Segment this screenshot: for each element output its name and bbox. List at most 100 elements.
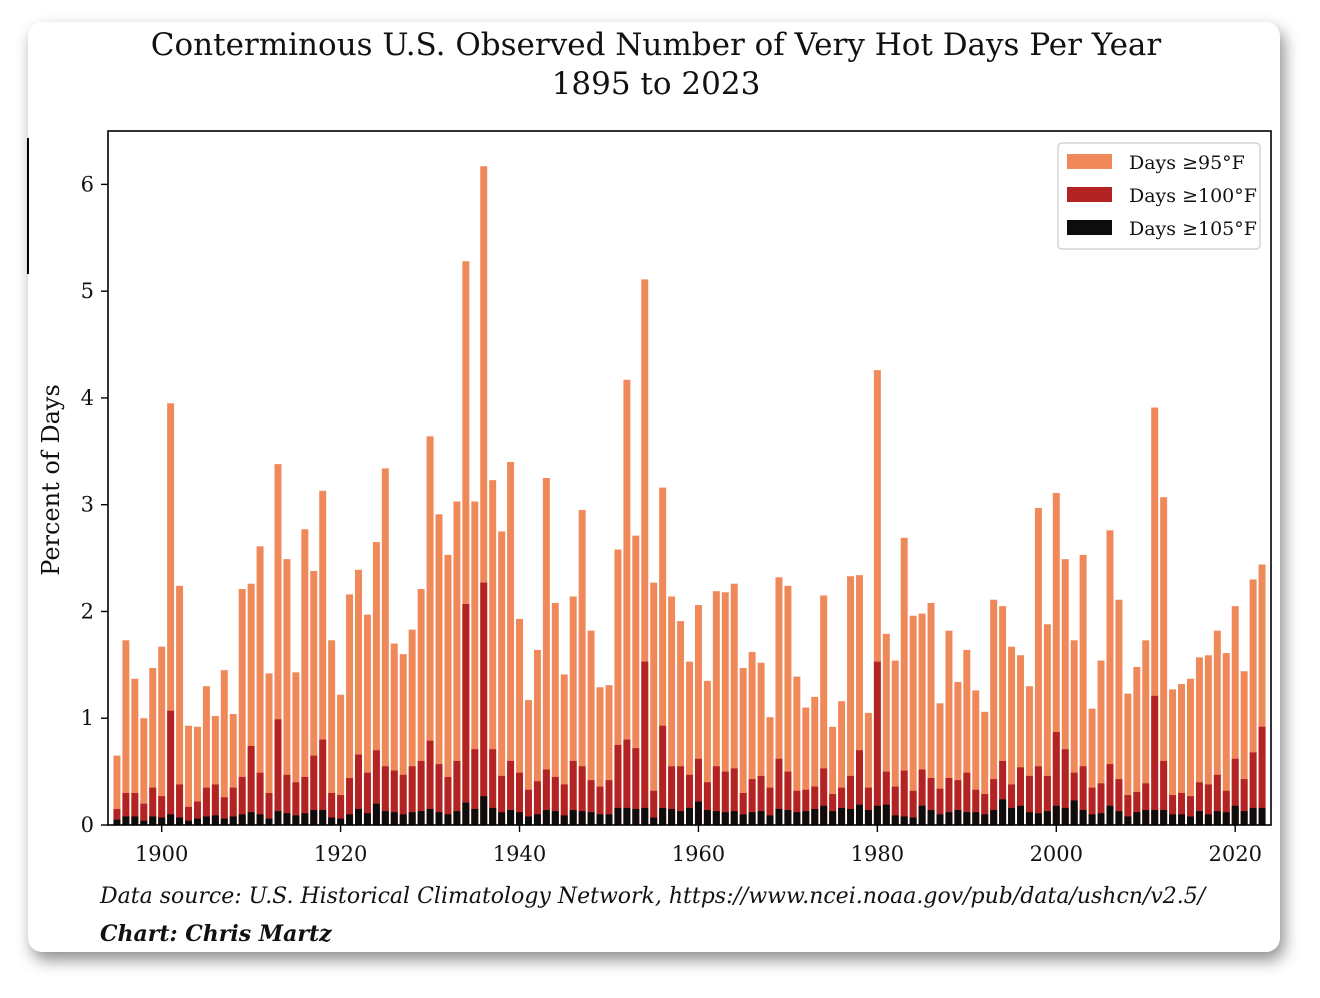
chart-credit: Chart: Chris Martz — [100, 921, 332, 947]
bar-100f-1909 — [238, 776, 246, 825]
chart-subtitle: 1895 to 2023 — [552, 66, 761, 102]
bar-100f-1981 — [882, 771, 890, 825]
bar-105f-1933 — [453, 811, 461, 825]
data-source-note: Data source: U.S. Historical Climatology… — [100, 884, 1206, 909]
bar-105f-1945 — [560, 815, 568, 825]
bar-105f-1938 — [498, 812, 506, 825]
bar-95f-1978 — [855, 575, 863, 825]
bar-95f-1970 — [784, 585, 792, 825]
bar-100f-1945 — [560, 784, 568, 825]
bar-95f-1959 — [686, 661, 693, 825]
bar-100f-2013 — [1169, 795, 1177, 825]
bar-105f-1987 — [936, 814, 944, 825]
bar-100f-2010 — [1142, 783, 1150, 825]
bar-105f-2011 — [1151, 810, 1159, 825]
bar-95f-1979 — [864, 712, 872, 825]
bar-95f-1991 — [972, 690, 980, 825]
bar-100f-1942 — [533, 781, 541, 825]
bar-95f-2014 — [1178, 684, 1186, 825]
bar-105f-2009 — [1133, 812, 1141, 825]
bar-105f-1998 — [1034, 813, 1042, 825]
bar-100f-1980 — [873, 661, 881, 825]
bar-105f-1970 — [784, 810, 792, 825]
bar-100f-1963 — [721, 771, 729, 825]
bar-105f-1915 — [292, 815, 300, 825]
bar-105f-1980 — [873, 805, 881, 825]
x-tick-label: 1960 — [672, 842, 725, 866]
bar-100f-1930 — [426, 740, 434, 825]
bar-95f-1909 — [238, 589, 246, 825]
bar-105f-1992 — [981, 814, 989, 825]
bar-105f-1903 — [185, 820, 193, 825]
bar-105f-2022 — [1249, 807, 1257, 825]
bar-100f-1907 — [220, 797, 228, 825]
bar-95f-2011 — [1151, 407, 1159, 825]
bar-100f-1895 — [113, 808, 121, 825]
x-tick-label: 2020 — [1208, 842, 1261, 866]
bar-95f-1898 — [140, 718, 148, 825]
bar-100f-1911 — [256, 772, 264, 825]
bar-105f-1967 — [757, 811, 765, 825]
bar-100f-1966 — [748, 779, 756, 825]
legend-swatch — [1067, 220, 1112, 235]
bar-95f-1943 — [542, 478, 550, 825]
bar-100f-1905 — [202, 787, 210, 825]
bar-95f-1950 — [605, 685, 613, 825]
bar-100f-1906 — [211, 784, 219, 825]
bar-105f-1940 — [516, 812, 524, 825]
bar-105f-1988 — [945, 812, 953, 825]
bar-105f-1999 — [1043, 811, 1051, 825]
bar-105f-2012 — [1160, 810, 1168, 825]
bar-95f-1901 — [167, 403, 175, 825]
bar-105f-1897 — [131, 816, 139, 825]
bar-100f-2022 — [1249, 752, 1257, 825]
bar-105f-1917 — [310, 810, 318, 825]
bar-105f-2016 — [1195, 811, 1203, 825]
bar-100f-1925 — [381, 766, 389, 825]
bar-105f-2014 — [1178, 814, 1186, 825]
bar-105f-1943 — [542, 810, 550, 825]
bar-100f-1967 — [757, 775, 765, 825]
bar-95f-1996 — [1017, 655, 1024, 825]
bar-95f-1938 — [498, 531, 506, 825]
bar-95f-1902 — [176, 585, 184, 825]
bar-95f-2017 — [1204, 655, 1212, 825]
bar-105f-1924 — [372, 803, 380, 825]
bar-100f-1997 — [1025, 775, 1033, 825]
bar-95f-1992 — [981, 711, 989, 825]
bar-95f-2003 — [1079, 554, 1087, 825]
bar-105f-1960 — [694, 801, 702, 825]
bar-95f-1903 — [185, 725, 193, 825]
y-tick-label: 3 — [81, 493, 94, 517]
bar-105f-1926 — [390, 812, 398, 825]
bar-105f-1941 — [524, 816, 532, 825]
bar-105f-1986 — [927, 810, 935, 825]
bar-100f-1927 — [399, 774, 407, 825]
bar-100f-1933 — [453, 760, 461, 825]
bar-95f-1917 — [310, 570, 318, 825]
bar-105f-1925 — [381, 811, 389, 825]
bar-100f-1923 — [363, 772, 371, 825]
bar-95f-1977 — [847, 576, 855, 825]
bar-95f-2010 — [1142, 640, 1150, 825]
bar-105f-1982 — [891, 815, 899, 825]
bar-105f-1972 — [802, 811, 810, 825]
bar-105f-1902 — [176, 817, 184, 825]
bar-105f-1951 — [614, 807, 622, 825]
plot-frame — [107, 130, 1272, 826]
bar-95f-2006 — [1106, 530, 1114, 825]
bar-100f-2015 — [1187, 796, 1194, 825]
bar-100f-1983 — [900, 770, 908, 825]
bar-105f-1899 — [149, 816, 157, 825]
bar-105f-1962 — [712, 811, 720, 825]
bar-100f-2012 — [1160, 760, 1168, 825]
bar-100f-1957 — [668, 766, 676, 825]
bar-100f-1978 — [855, 750, 863, 825]
bar-95f-1953 — [632, 535, 640, 825]
bar-100f-1955 — [650, 790, 658, 825]
y-axis-label: Percent of Days — [37, 384, 65, 576]
bar-95f-1905 — [202, 686, 210, 825]
bar-100f-2016 — [1195, 782, 1203, 825]
bar-105f-1966 — [748, 812, 756, 825]
bar-100f-1987 — [936, 788, 944, 825]
